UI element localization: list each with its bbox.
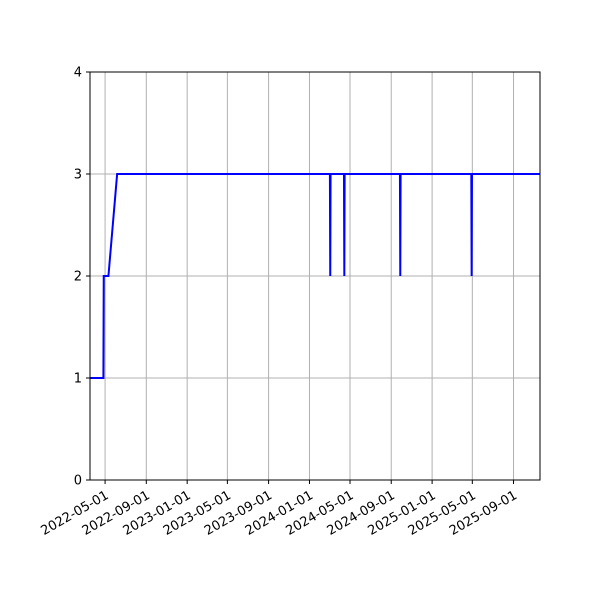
series-group: [90, 173, 540, 379]
y-tick-label: 4: [74, 66, 82, 81]
y-tick-label: 2: [74, 270, 82, 285]
y-tick-label: 0: [74, 474, 82, 489]
series-line: [90, 173, 540, 379]
y-tick-label: 1: [74, 372, 82, 387]
y-tick-label: 3: [74, 168, 82, 183]
